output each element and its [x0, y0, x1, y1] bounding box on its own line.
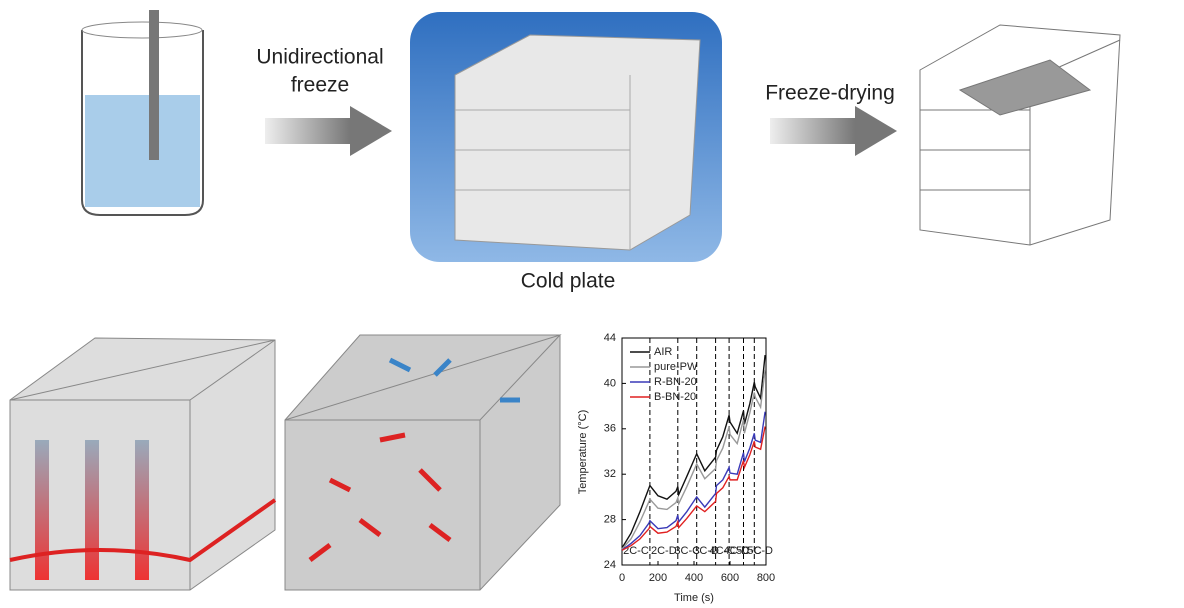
legend-label: R-BN-20	[654, 376, 697, 388]
cold-plate	[410, 12, 722, 262]
x-tick-label: 800	[757, 572, 775, 584]
series-line	[622, 412, 765, 550]
x-tick-label: 600	[721, 572, 739, 584]
y-tick-label: 44	[604, 332, 616, 344]
scaffold	[920, 25, 1120, 245]
x-axis-label: Time (s)	[674, 592, 714, 604]
y-tick-label: 36	[604, 423, 616, 435]
random-box	[285, 335, 560, 590]
figure: Unidirectional freeze Cold plate Freeze-…	[0, 0, 1184, 608]
oriented-box	[10, 338, 275, 590]
arrow	[855, 106, 897, 156]
step-label: Freeze-drying	[765, 82, 895, 105]
y-tick-label: 40	[604, 377, 616, 389]
arrow	[770, 118, 855, 144]
legend-label: B-BN-20	[654, 391, 696, 403]
y-axis-label: Temperature (°C)	[577, 410, 589, 494]
x-tick-label: 400	[685, 572, 703, 584]
plate-label: Cold plate	[521, 270, 616, 293]
arrow	[350, 106, 392, 156]
arrow	[265, 118, 350, 144]
y-tick-label: 28	[604, 514, 616, 526]
phase-label: 5C-D	[747, 545, 773, 557]
phase-label: 2C-D	[651, 545, 677, 557]
y-tick-label: 24	[604, 559, 616, 571]
x-tick-label: 200	[649, 572, 667, 584]
legend-label: pure-PW	[654, 361, 698, 373]
x-tick-label: 0	[619, 572, 625, 584]
step-label: freeze	[291, 74, 349, 97]
step-label: Unidirectional	[256, 46, 383, 69]
beaker	[82, 10, 203, 215]
y-tick-label: 32	[604, 468, 616, 480]
legend-label: AIR	[654, 346, 672, 358]
